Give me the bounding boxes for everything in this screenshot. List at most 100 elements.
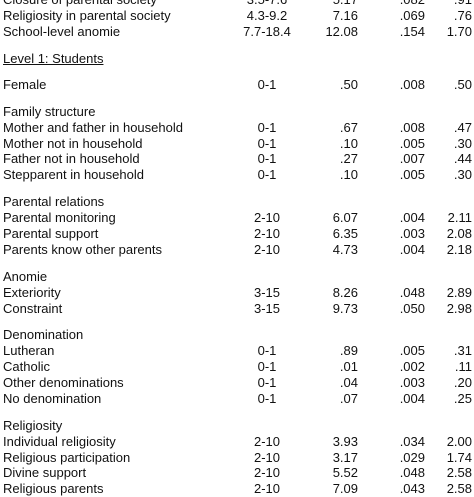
mean-cell: 6.07 [332, 210, 358, 226]
range-cell: 0-1 [257, 151, 277, 167]
mean-cell: .10 [339, 135, 358, 151]
section-heading-label: Denomination [3, 327, 84, 343]
proportion-cell: .007 [399, 151, 425, 167]
mean-cell: .27 [339, 151, 358, 167]
level-heading-label: Level 1: Students [3, 50, 104, 66]
range-cell: 2-10 [253, 225, 281, 241]
variable-label: Constraint [3, 300, 63, 316]
sd-cell: 2.11 [447, 210, 472, 226]
table-row: Parental monitoring 2-10 6.07 .004 2.11 [0, 210, 474, 226]
proportion-cell: .069 [399, 7, 425, 23]
proportion-cell: .004 [399, 210, 425, 226]
range-cell: 2-10 [253, 241, 281, 257]
range-cell: 2-10 [253, 481, 281, 497]
mean-cell: 7.16 [332, 7, 358, 23]
table-row: Mother not in household 0-1 .10 .005 .30 [0, 136, 474, 152]
table-row: Parental support 2-10 6.35 .003 2.08 [0, 226, 474, 242]
range-cell: 0-1 [257, 135, 277, 151]
proportion-cell: .154 [399, 23, 425, 39]
table-row: Religiosity in parental society 4.3-9.2 7.… [0, 8, 474, 24]
variable-label: Father not in household [3, 151, 140, 167]
proportion-cell: .082 [383, 0, 425, 8]
variable-label: Catholic [3, 359, 50, 375]
row-spacer [0, 258, 474, 268]
sd-cell: .47 [453, 119, 472, 135]
section-heading-label: Anomie [3, 268, 48, 284]
row-spacer [0, 407, 474, 417]
table-row: Female 0-1 .50 .008 .50 [0, 77, 474, 93]
variable-label: Religious participation [3, 449, 131, 465]
sd-cell: 1.74 [446, 449, 472, 465]
proportion-cell: .008 [399, 119, 425, 135]
proportion-cell: .004 [399, 241, 425, 257]
mean-cell: .01 [339, 359, 358, 375]
variable-label: Mother not in household [3, 135, 143, 151]
sd-cell: .20 [453, 375, 472, 391]
sd-cell: 2.00 [446, 433, 472, 449]
table-row: Parents know other parents 2-10 4.73 .004 2.… [0, 242, 474, 258]
variable-label: Religiosity in parental society [3, 7, 171, 23]
sd-cell: 2.89 [446, 284, 472, 300]
range-cell: 0-1 [257, 359, 277, 375]
sd-cell: .76 [453, 7, 472, 23]
mean-cell: 9.73 [332, 300, 358, 316]
proportion-cell: .034 [399, 433, 425, 449]
mean-cell: .10 [339, 167, 358, 183]
range-cell: 0-1 [257, 375, 277, 391]
mean-cell: 6.35 [332, 225, 358, 241]
proportion-cell: .003 [399, 375, 425, 391]
range-cell: 2-10 [253, 210, 281, 226]
mean-cell: 4.73 [332, 241, 358, 257]
range-cell: 2-10 [253, 465, 281, 481]
sd-cell: 2.58 [446, 465, 472, 481]
section-heading: Anomie [0, 268, 474, 285]
section-heading-label: Religiosity [3, 417, 63, 433]
variable-label: Other denominations [3, 375, 124, 391]
table-row: Constraint 3-15 9.73 .050 2.98 [0, 301, 474, 317]
sd-cell: 2.98 [446, 300, 472, 316]
proportion-cell: .003 [399, 225, 425, 241]
mean-cell: 5.52 [332, 465, 358, 481]
proportion-cell: .004 [399, 390, 425, 406]
table-row: School-level anomie 7.7-18.4 12.08 .154 1.70 [0, 24, 474, 40]
section-heading: Parental relations [0, 193, 474, 210]
row-spacer [0, 67, 474, 77]
section-heading: Denomination [0, 326, 474, 343]
level-heading: Level 1: Students [0, 50, 474, 67]
sd-cell: 2.08 [446, 225, 472, 241]
variable-label: Lutheran [3, 343, 55, 359]
proportion-cell: .050 [399, 300, 425, 316]
sd-cell: .31 [453, 343, 472, 359]
table-row: Catholic 0-1 .01 .002 .11 [0, 359, 474, 375]
proportion-cell: .005 [399, 167, 425, 183]
row-spacer [0, 183, 474, 193]
section-heading: Family structure [0, 103, 474, 120]
variable-label: Parental monitoring [3, 210, 116, 226]
range-cell: 0-1 [257, 76, 277, 92]
sd-cell: 2.18 [446, 241, 472, 257]
sd-cell: .11 [454, 359, 472, 375]
mean-cell: 3.17 [332, 449, 358, 465]
mean-cell: 12.08 [325, 23, 358, 39]
range-cell: 2-10 [253, 449, 281, 465]
variable-label: Religious parents [3, 481, 104, 497]
range-cell: 3.5-7.6 [224, 0, 310, 8]
range-cell: 0-1 [257, 343, 277, 359]
mean-cell: .67 [339, 119, 358, 135]
mean-cell: .04 [339, 375, 358, 391]
variable-label: Mother and father in household [3, 119, 183, 135]
proportion-cell: .002 [399, 359, 425, 375]
sd-cell: .30 [453, 167, 472, 183]
variable-label: Parental support [3, 225, 99, 241]
section-heading: Religiosity [0, 417, 474, 434]
proportion-cell: .008 [399, 76, 425, 92]
variable-label: Exteriority [3, 284, 61, 300]
table-row: Religious participation 2-10 3.17 .029 1.74 [0, 450, 474, 466]
table-row: Stepparent in household 0-1 .10 .005 .30 [0, 167, 474, 183]
range-cell: 0-1 [257, 119, 277, 135]
sd-cell: .25 [453, 390, 472, 406]
table-row: Other denominations 0-1 .04 .003 .20 [0, 375, 474, 391]
table-row: Mother and father in household 0-1 .67 .008… [0, 120, 474, 136]
proportion-cell: .029 [399, 449, 425, 465]
